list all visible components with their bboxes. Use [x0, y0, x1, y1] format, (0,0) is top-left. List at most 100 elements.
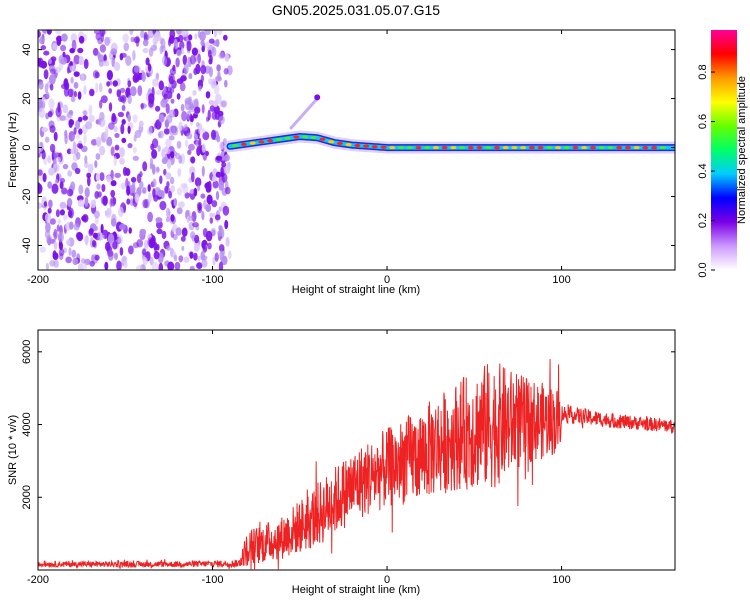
noise-speckle [83, 58, 89, 70]
noise-speckle [85, 121, 93, 130]
noise-speckle [44, 213, 52, 223]
ridge-hot-spot [590, 146, 596, 150]
noise-speckle [148, 93, 155, 104]
noise-speckle [180, 47, 185, 55]
noise-speckle [78, 128, 83, 135]
noise-speckle [62, 104, 69, 114]
noise-speckle [119, 157, 125, 165]
noise-speckle [59, 181, 64, 190]
noise-speckle [166, 207, 171, 219]
y-tick-label: -40 [21, 238, 33, 254]
noise-speckle [111, 115, 118, 125]
noise-speckle [121, 119, 126, 125]
noise-speckle [158, 113, 165, 123]
noise-speckle [170, 98, 175, 104]
noise-speckle [213, 30, 218, 38]
x-tick-label: -100 [202, 574, 224, 586]
noise-speckle [147, 184, 151, 192]
noise-speckle [199, 31, 206, 42]
noise-speckle [149, 256, 154, 266]
noise-speckle [46, 30, 52, 35]
noise-speckle [95, 173, 100, 182]
noise-speckle [151, 138, 159, 149]
noise-speckle [59, 242, 64, 251]
ridge-hot-spot [415, 146, 422, 150]
noise-speckle [220, 171, 225, 178]
colorbar-tick-label: 0.2 [697, 213, 709, 228]
noise-speckle [106, 136, 113, 146]
noise-speckle [82, 214, 89, 223]
noise-speckle [73, 71, 80, 77]
noise-speckle [112, 80, 119, 87]
noise-speckle [64, 133, 68, 145]
noise-speckle [136, 187, 142, 196]
noise-speckle [83, 133, 87, 144]
noise-speckle [148, 125, 153, 136]
noise-speckle [84, 196, 89, 207]
x-tick-label: -200 [27, 574, 49, 586]
noise-speckle [119, 87, 126, 94]
noise-speckle [164, 185, 169, 194]
noise-speckle [225, 186, 231, 195]
noise-speckle [106, 207, 112, 216]
noise-speckle [47, 155, 51, 164]
noise-speckle [215, 190, 220, 201]
noise-speckle [68, 119, 75, 126]
noise-speckle [178, 201, 185, 209]
noise-speckle [100, 32, 104, 43]
noise-speckle [86, 172, 92, 179]
noise-speckle [77, 91, 82, 100]
noise-speckle [118, 234, 123, 245]
ridge-hot-spot [319, 137, 326, 141]
noise-speckle [137, 85, 143, 97]
noise-speckle [134, 65, 140, 73]
noise-speckle [55, 156, 61, 163]
noise-speckle [142, 47, 149, 54]
noise-speckle [53, 228, 58, 240]
noise-speckle [98, 117, 102, 126]
noise-speckle [179, 82, 186, 92]
noise-speckle [201, 128, 206, 134]
noise-speckle [200, 39, 205, 47]
noise-speckle [165, 103, 170, 114]
noise-speckle [223, 68, 229, 75]
noise-speckle [207, 49, 212, 58]
noise-speckle [142, 257, 148, 266]
noise-speckle [195, 63, 201, 75]
snr-y-axis-label: SNR (10 * v/v) [7, 415, 19, 485]
noise-speckle [197, 53, 202, 64]
noise-speckle [127, 80, 132, 88]
noise-speckle [75, 119, 81, 130]
noise-speckle [180, 103, 185, 112]
noise-speckle [127, 143, 133, 149]
noise-speckle [92, 47, 99, 56]
noise-speckle [194, 177, 202, 187]
ridge-hot-spot [240, 142, 247, 146]
x-tick-label: -200 [27, 274, 49, 286]
snr-x-ticks: -200 -100 0 100 [27, 330, 571, 586]
noise-speckle [211, 200, 218, 208]
noise-speckle [66, 197, 73, 207]
colorbar-tick-label: 0.0 [697, 262, 709, 277]
noise-speckle [139, 228, 147, 236]
noise-speckle [120, 182, 126, 190]
noise-speckle [142, 39, 149, 47]
noise-speckle [212, 180, 219, 189]
snr-x-axis-label: Height of straight line (km) [292, 584, 420, 596]
noise-speckle [181, 245, 185, 252]
noise-speckle [165, 172, 172, 180]
noise-speckle [55, 178, 59, 184]
noise-speckle [104, 36, 110, 47]
noise-speckle [136, 173, 142, 183]
noise-speckle [201, 45, 205, 53]
noise-speckle [205, 91, 211, 99]
noise-speckle [153, 31, 161, 42]
noise-speckle [78, 55, 84, 66]
noise-speckle [60, 44, 67, 52]
noise-speckle [138, 120, 144, 128]
noise-speckle [114, 172, 121, 179]
noise-speckle [90, 199, 96, 209]
noise-speckle [99, 172, 105, 182]
snr-panel: -200 -100 0 100 2000 4000 6000 Height of stra… [7, 329, 676, 596]
noise-speckle [106, 81, 111, 87]
